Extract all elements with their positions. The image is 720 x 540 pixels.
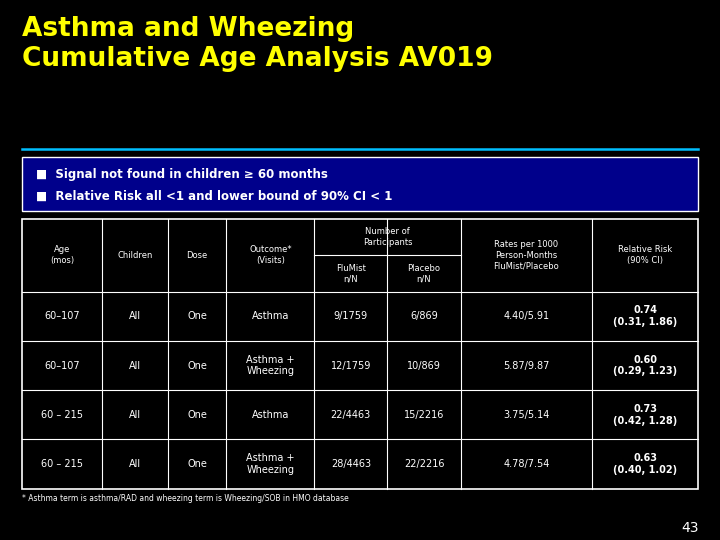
Text: Dose: Dose: [186, 251, 208, 260]
Text: 0.60
(0.29, 1.23): 0.60 (0.29, 1.23): [613, 355, 678, 376]
Text: Children: Children: [117, 251, 153, 260]
Text: * Asthma term is asthma/RAD and wheezing term is Wheezing/SOB in HMO database: * Asthma term is asthma/RAD and wheezing…: [22, 494, 348, 503]
Bar: [22, 219, 698, 489]
Text: 10/869: 10/869: [407, 361, 441, 370]
Text: ■  Relative Risk all <1 and lower bound of 90% CI < 1: ■ Relative Risk all <1 and lower bound o…: [36, 190, 392, 203]
Text: 6/869: 6/869: [410, 311, 438, 321]
Text: Placebo
n/N: Placebo n/N: [408, 264, 441, 283]
Text: 60–107: 60–107: [44, 361, 80, 370]
Text: Asthma: Asthma: [252, 311, 289, 321]
Text: 0.74
(0.31, 1.86): 0.74 (0.31, 1.86): [613, 306, 678, 327]
Text: 43: 43: [681, 521, 698, 535]
Text: All: All: [129, 459, 141, 469]
Text: All: All: [129, 361, 141, 370]
Text: Asthma and Wheezing
Cumulative Age Analysis AV019: Asthma and Wheezing Cumulative Age Analy…: [22, 16, 492, 72]
Text: Outcome*
(Visits): Outcome* (Visits): [249, 246, 292, 265]
Text: 4.78/7.54: 4.78/7.54: [503, 459, 549, 469]
Bar: [22, 157, 698, 211]
Text: 60 – 215: 60 – 215: [41, 410, 83, 420]
Text: 0.73
(0.42, 1.28): 0.73 (0.42, 1.28): [613, 404, 678, 426]
Text: 0.63
(0.40, 1.02): 0.63 (0.40, 1.02): [613, 453, 678, 475]
Text: ■  Signal not found in children ≥ 60 months: ■ Signal not found in children ≥ 60 mont…: [36, 168, 328, 181]
Text: Asthma +
Wheezing: Asthma + Wheezing: [246, 355, 294, 376]
Text: 4.40/5.91: 4.40/5.91: [503, 311, 549, 321]
Text: 60 – 215: 60 – 215: [41, 459, 83, 469]
Text: One: One: [187, 361, 207, 370]
Text: Number of
Participants: Number of Participants: [363, 227, 412, 247]
Text: One: One: [187, 311, 207, 321]
Text: Age
(mos): Age (mos): [50, 246, 74, 265]
Text: 12/1759: 12/1759: [330, 361, 371, 370]
Text: All: All: [129, 311, 141, 321]
Text: Asthma: Asthma: [252, 410, 289, 420]
Text: Rates per 1000
Person-Months
FluMist/Placebo: Rates per 1000 Person-Months FluMist/Pla…: [494, 240, 559, 270]
Text: 5.87/9.87: 5.87/9.87: [503, 361, 549, 370]
Text: 15/2216: 15/2216: [404, 410, 444, 420]
Text: Asthma +
Wheezing: Asthma + Wheezing: [246, 453, 294, 475]
Text: One: One: [187, 410, 207, 420]
Text: 22/4463: 22/4463: [330, 410, 371, 420]
Text: All: All: [129, 410, 141, 420]
Text: 3.75/5.14: 3.75/5.14: [503, 410, 549, 420]
Text: 22/2216: 22/2216: [404, 459, 444, 469]
Text: 9/1759: 9/1759: [334, 311, 368, 321]
Text: 28/4463: 28/4463: [330, 459, 371, 469]
Text: One: One: [187, 459, 207, 469]
Text: FluMist
n/N: FluMist n/N: [336, 264, 366, 283]
Text: Relative Risk
(90% CI): Relative Risk (90% CI): [618, 246, 672, 265]
Text: 60–107: 60–107: [44, 311, 80, 321]
